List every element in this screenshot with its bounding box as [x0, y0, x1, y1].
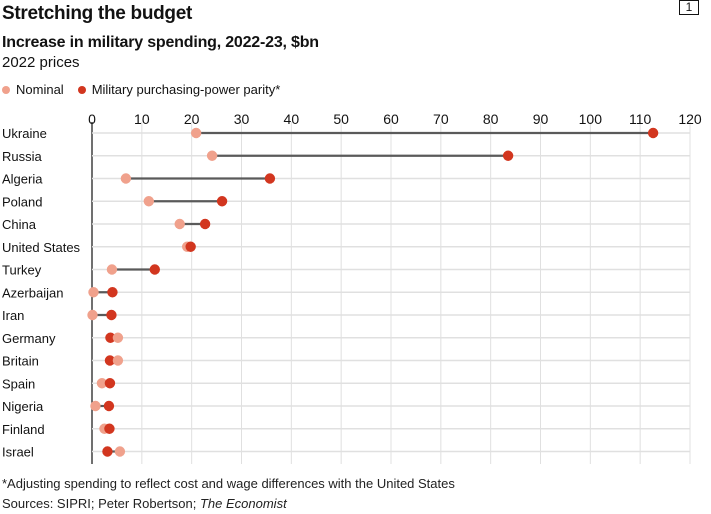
point-ppp-poland	[216, 196, 228, 207]
sources: Sources: SIPRI; Peter Robertson; The Eco…	[2, 496, 287, 511]
x-tick-label: 20	[184, 111, 200, 127]
point-nominal-israel	[114, 446, 126, 457]
row-label-poland: Poland	[2, 194, 42, 209]
legend-item-nominal: Nominal	[2, 82, 64, 97]
point-ppp-united-states	[185, 241, 196, 252]
sources-publication: The Economist	[199, 496, 287, 511]
point-nominal-spain	[96, 378, 108, 389]
row-label-nigeria: Nigeria	[2, 399, 44, 414]
row-label-iran: Iran	[2, 308, 24, 323]
point-nominal-britain	[112, 355, 124, 366]
point-ppp-finland	[104, 423, 115, 434]
point-nominal-ukraine	[190, 127, 202, 139]
row-label-turkey: Turkey	[2, 263, 42, 278]
point-ppp-russia	[502, 150, 514, 161]
legend-label-nominal: Nominal	[16, 82, 64, 97]
point-nominal-germany	[112, 332, 124, 343]
point-nominal-azerbaijan	[88, 287, 99, 298]
row-label-finland: Finland	[2, 422, 45, 437]
chart-title: Stretching the budget	[2, 3, 193, 24]
point-ppp-germany	[105, 332, 116, 343]
point-nominal-poland	[143, 196, 155, 207]
sources-text: Sources: SIPRI; Peter Robertson;	[2, 496, 200, 511]
x-axis-ticks: 0 10 20 30 40 50 60 70 80 90 100 110 120	[88, 111, 702, 127]
point-ppp-israel	[102, 446, 113, 457]
x-tick-label: 110	[629, 111, 652, 127]
x-tick-label: 80	[483, 111, 499, 127]
x-tick-label: 100	[579, 111, 603, 127]
point-nominal-algeria	[120, 173, 132, 184]
x-tick-label: 30	[234, 111, 250, 127]
legend-dot-ppp-icon	[77, 85, 86, 94]
point-nominal-iran	[87, 309, 98, 321]
x-tick-label: 10	[134, 111, 150, 127]
row-label-algeria: Algeria	[2, 172, 43, 187]
point-ppp-china	[199, 218, 211, 230]
chart-subtitle: Increase in military spending, 2022-23, …	[2, 34, 319, 51]
data-marks	[87, 127, 659, 457]
legend-item-ppp: Military purchasing-power parity*	[77, 82, 281, 97]
legend-dot-nominal-icon	[2, 85, 10, 94]
row-label-spain: Spain	[2, 376, 35, 391]
legend-label-ppp: Military purchasing-power parity*	[91, 82, 281, 97]
x-tick-label: 50	[333, 111, 349, 127]
row-label-russia: Russia	[2, 149, 43, 164]
point-ppp-turkey	[149, 264, 160, 275]
point-nominal-russia	[206, 150, 218, 161]
point-ppp-algeria	[264, 173, 276, 184]
row-label-ukraine: Ukraine	[2, 126, 47, 141]
point-ppp-azerbaijan	[107, 287, 118, 298]
chart-number-badge: 1	[679, 0, 699, 15]
chart-units: 2022 prices	[2, 54, 80, 71]
point-ppp-iran	[106, 309, 117, 321]
point-ppp-britain	[104, 355, 116, 366]
point-nominal-nigeria	[90, 400, 101, 412]
x-tick-label: 70	[433, 111, 449, 127]
row-label-germany: Germany	[2, 331, 56, 346]
point-nominal-china	[174, 218, 185, 230]
point-ppp-ukraine	[647, 127, 659, 139]
point-nominal-turkey	[106, 264, 118, 275]
row-label-israel: Israel	[2, 445, 34, 460]
x-tick-label: 40	[284, 111, 300, 127]
x-tick-label: 90	[533, 111, 549, 127]
x-tick-label: 120	[678, 111, 702, 127]
row-label-azerbaijan: Azerbaijan	[2, 285, 63, 300]
legend: Nominal Military purchasing-power parity…	[2, 82, 294, 97]
row-label-britain: Britain	[2, 354, 39, 369]
point-ppp-spain	[104, 378, 116, 389]
x-tick-label: 60	[383, 111, 399, 127]
point-ppp-nigeria	[103, 400, 115, 412]
row-label-united-states: United States	[2, 240, 81, 255]
x-tick-label: 0	[88, 111, 96, 127]
footnote: *Adjusting spending to reflect cost and …	[2, 476, 455, 491]
row-label-china: China	[2, 217, 37, 232]
